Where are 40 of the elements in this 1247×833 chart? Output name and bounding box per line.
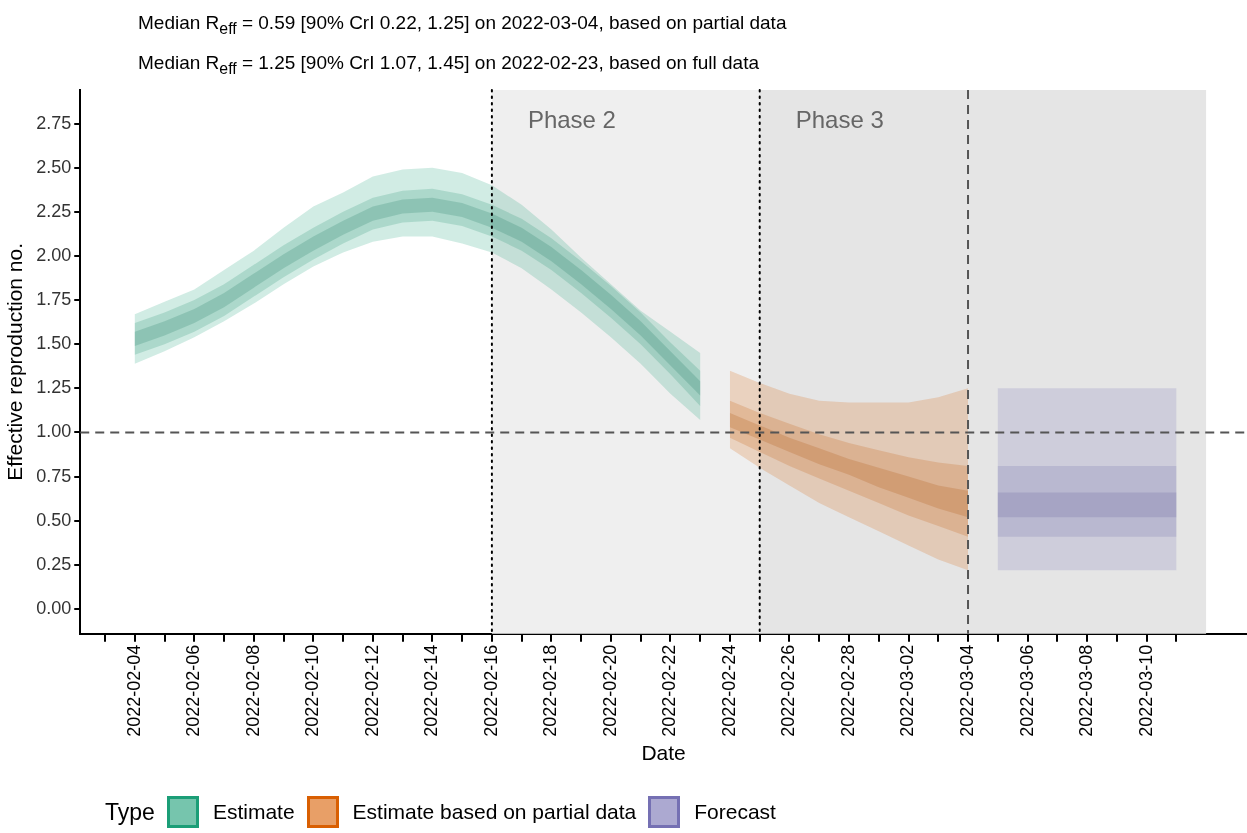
y-tick-label: 2.50 (36, 156, 72, 177)
y-axis-title: Effective reproduction no. (3, 242, 27, 481)
x-tick-label: 2022-03-02 (897, 644, 918, 737)
x-tick-label: 2022-03-10 (1135, 644, 1156, 737)
band-label: Phase 3 (795, 105, 884, 133)
y-tick-label: 0.75 (36, 465, 72, 486)
x-tick-label: 2022-02-20 (599, 644, 620, 737)
y-tick-label: 1.00 (36, 421, 72, 442)
y-tick-label: 1.75 (36, 289, 72, 310)
x-tick-label: 2022-03-06 (1016, 644, 1037, 737)
x-tick-label: 2022-03-04 (956, 644, 977, 737)
legend-title: Type (105, 798, 155, 826)
x-tick-label: 2022-03-08 (1076, 644, 1097, 737)
x-tick-label: 2022-02-16 (480, 644, 501, 737)
x-tick-label: 2022-02-04 (123, 644, 144, 737)
x-tick-label: 2022-02-08 (242, 644, 263, 737)
x-tick-label: 2022-02-26 (778, 644, 799, 737)
x-tick-label: 2022-02-14 (421, 644, 442, 737)
y-tick-label: 0.25 (36, 553, 72, 574)
legend-label: Estimate based on partial data (352, 800, 637, 824)
x-axis-title: Date (641, 741, 686, 765)
y-tick-label: 0.50 (36, 509, 72, 530)
legend-label: Estimate (212, 800, 295, 824)
y-tick-label: 1.25 (36, 377, 72, 398)
x-tick-label: 2022-02-06 (183, 644, 204, 737)
x-tick-label: 2022-02-24 (718, 644, 739, 737)
y-tick-label: 2.00 (36, 244, 72, 265)
y-tick-label: 0.00 (36, 597, 72, 618)
chart-subtitle: Median R$_{eff}$ = 1.25 [90% CrI 1.07, 1.45] on 2022-02-23, based on full data (138, 52, 759, 78)
band-label: Phase 2 (527, 105, 616, 133)
y-tick-label: 1.50 (36, 333, 72, 354)
x-tick-label: 2022-02-12 (361, 644, 382, 737)
x-tick-label: 2022-02-18 (540, 644, 561, 737)
x-tick-label: 2022-02-10 (302, 644, 323, 737)
x-tick-label: 2022-02-22 (659, 644, 680, 737)
chart-title: Median R$_{eff}$ = 0.59 [90% CrI 0.22, 1.25] on 2022-03-04, based on partial data (138, 12, 787, 38)
x-tick-label: 2022-02-28 (837, 644, 858, 737)
legend-label: Forecast (694, 800, 776, 824)
y-tick-label: 2.25 (36, 200, 72, 221)
y-tick-label: 2.75 (36, 112, 72, 133)
